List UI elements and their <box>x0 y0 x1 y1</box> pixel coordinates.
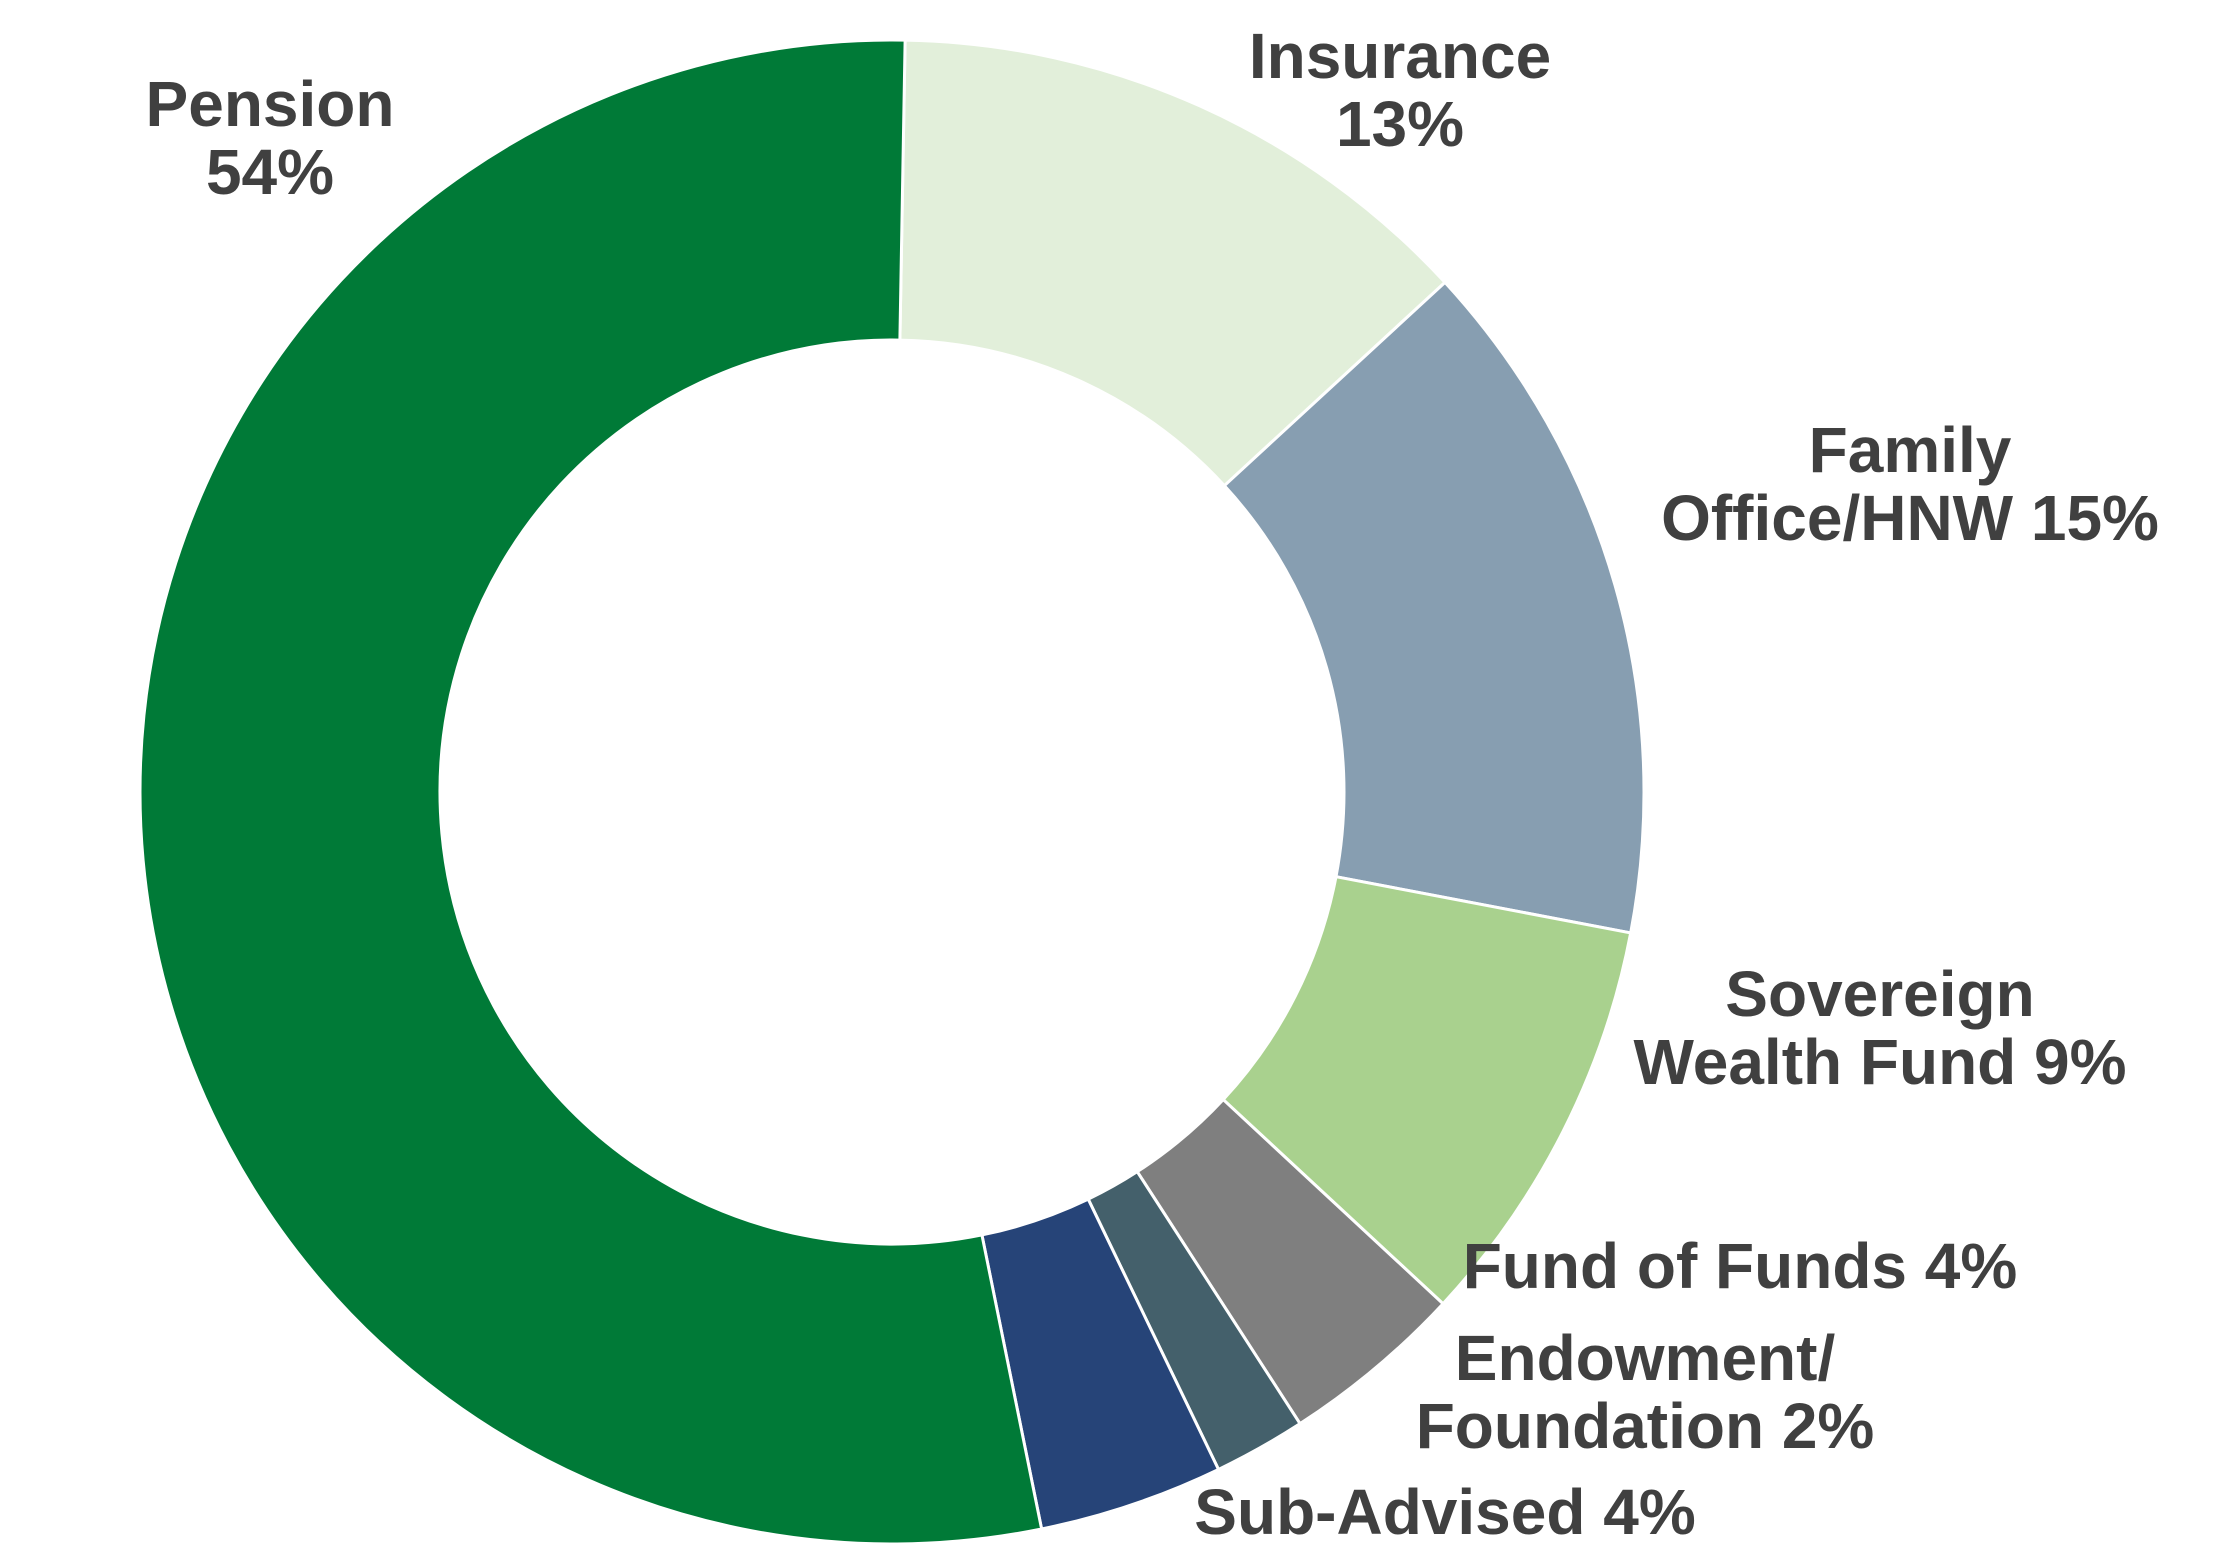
label-line: 54% <box>206 136 334 208</box>
label-fund-of-funds: Fund of Funds 4% <box>1463 1230 2018 1302</box>
label-line: Fund of Funds 4% <box>1463 1230 2018 1302</box>
slice-labels: Insurance 13% Family Office/HNW 15% Sovereig… <box>146 20 2159 1548</box>
label-pension: Pension 54% <box>146 68 395 208</box>
label-endowment-foundation: Endowment/Foundation 2% <box>1416 1322 1875 1462</box>
label-line: Insurance <box>1249 20 1551 92</box>
label-insurance: Insurance 13% <box>1249 20 1551 160</box>
label-line: Office/HNW 15% <box>1661 482 2159 554</box>
label-line: Pension <box>146 68 395 140</box>
label-line: Endowment/ <box>1455 1322 1836 1394</box>
label-line: Wealth Fund 9% <box>1633 1026 2126 1098</box>
slice-pension <box>138 38 1044 1546</box>
label-line: 13% <box>1336 88 1464 160</box>
label-family-office-hnw: Family Office/HNW 15% <box>1661 414 2159 554</box>
label-line: Family <box>1809 414 2012 486</box>
label-line: Sub-Advised 4% <box>1194 1476 1695 1548</box>
label-line: Sovereign <box>1725 958 2034 1030</box>
label-line: Foundation 2% <box>1416 1390 1875 1462</box>
slice-family-office-hnw <box>1222 280 1646 935</box>
donut-slices <box>138 38 1646 1546</box>
slice-insurance <box>898 38 1448 488</box>
label-sovereign-wealth-fund: Sovereign Wealth Fund 9% <box>1633 958 2126 1098</box>
label-sub-advised: Sub-Advised 4% <box>1194 1476 1695 1548</box>
